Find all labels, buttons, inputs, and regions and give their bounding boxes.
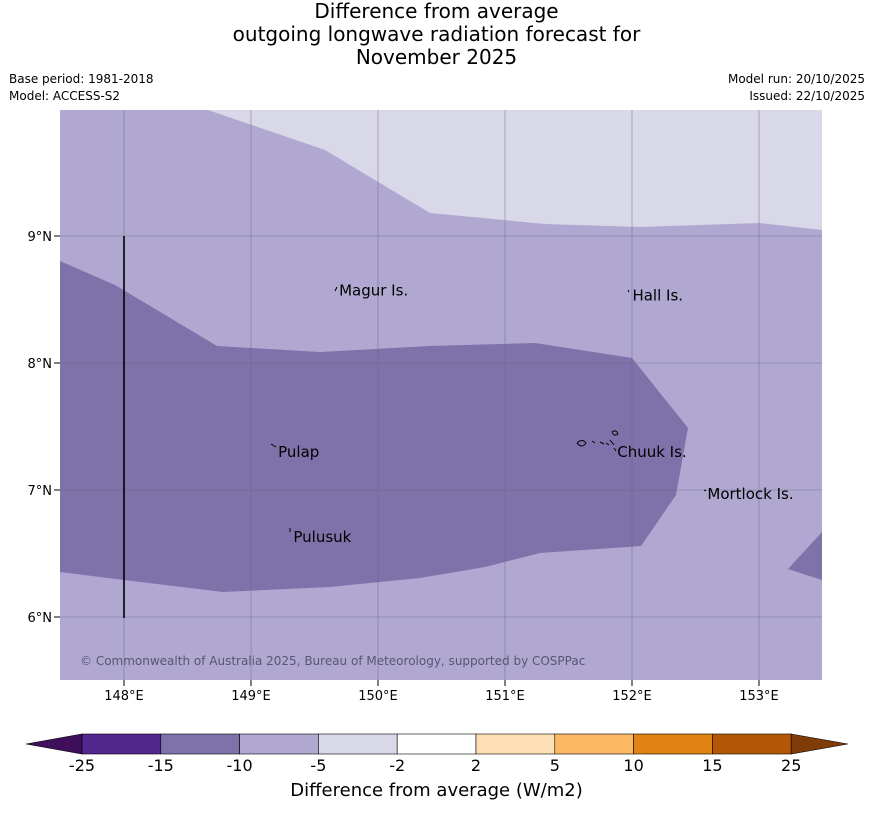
place-label-pulap: Pulap (278, 443, 319, 461)
colorbar-ticks: -25 -15 -10 -5 -2 2 5 10 15 25 (69, 756, 801, 775)
model-info: Base period: 1981-2018 Model: ACCESS-S2 (9, 71, 154, 105)
base-period: Base period: 1981-2018 (9, 72, 154, 86)
colorbar-tick-label: -25 (69, 756, 95, 775)
lon-tick-150e: 150°E (358, 689, 398, 704)
map-panel[interactable]: Magur Is. Hall Is. Pulap Chuuk Is. Mortlock … (60, 110, 822, 680)
graticule (60, 110, 822, 680)
colorbar-tick-label: -2 (389, 756, 405, 775)
title-line-2: outgoing longwave radiation forecast for (232, 22, 641, 46)
lon-tick-149e: 149°E (231, 689, 271, 704)
island-outlines (270, 286, 707, 532)
colorbar-segment (475, 733, 556, 755)
place-label-magur-is: Magur Is. (339, 282, 408, 300)
colorbar-segment (81, 733, 162, 755)
model-run: Model run: 20/10/2025 (727, 72, 865, 86)
colorbar (25, 733, 849, 755)
colorbar-extend-high (790, 733, 849, 755)
lat-tick-8n: 8°N (28, 357, 53, 372)
lat-tick-9n: 9°N (28, 230, 53, 245)
colorbar-segment (396, 733, 477, 755)
colorbar-tick-label: -15 (148, 756, 174, 775)
colorbar-segment (239, 733, 319, 755)
colorbar-segment (160, 733, 240, 755)
colorbar-segment (712, 733, 792, 755)
lon-tick-153e: 153°E (739, 689, 779, 704)
colorbar-segment (554, 733, 634, 755)
colorbar-label: Difference from average (W/m2) (290, 780, 583, 801)
colorbar-segment (318, 733, 398, 755)
copyright-note: © Commonwealth of Australia 2025, Bureau… (80, 654, 585, 668)
place-label-chuuk-is: Chuuk Is. (617, 443, 686, 461)
anomaly-band-minus15 (60, 261, 688, 592)
place-label-mortlock-is: Mortlock Is. (707, 485, 793, 503)
lat-axis: 9°N 8°N 7°N 6°N (28, 230, 60, 626)
colorbar-tick-label: 5 (550, 756, 560, 775)
place-label-pulusuk: Pulusuk (293, 528, 351, 546)
lon-axis: 148°E 149°E 150°E 151°E 152°E 153°E (104, 680, 779, 704)
lon-tick-151e: 151°E (485, 689, 525, 704)
lon-tick-148e: 148°E (104, 689, 144, 704)
colorbar-tick-label: -5 (310, 756, 326, 775)
colorbar-tick-label: -10 (227, 756, 253, 775)
colorbar-tick-label: 2 (471, 756, 481, 775)
anomaly-band-minus15-east (788, 532, 822, 580)
colorbar-tick-label: 25 (781, 756, 801, 775)
colorbar-extend-low (25, 733, 83, 755)
issued-date: Issued: 22/10/2025 (749, 89, 865, 103)
model-name: Model: ACCESS-S2 (9, 89, 121, 103)
place-labels: Magur Is. Hall Is. Pulap Chuuk Is. Mortlock … (278, 282, 793, 546)
title-line-3: November 2025 (355, 45, 518, 69)
anomaly-band-minus5 (208, 110, 822, 230)
colorbar-segment (633, 733, 713, 755)
colorbar-tick-label: 15 (702, 756, 722, 775)
lat-tick-7n: 7°N (28, 484, 53, 499)
place-label-hall-is: Hall Is. (632, 287, 683, 305)
colorbar-tick-label: 10 (623, 756, 643, 775)
lat-tick-6n: 6°N (28, 611, 53, 626)
map-title: Difference from average outgoing longwav… (0, 0, 873, 69)
run-info: Model run: 20/10/2025 Issued: 22/10/2025 (728, 71, 865, 105)
lon-tick-152e: 152°E (612, 689, 652, 704)
title-line-1: Difference from average (314, 0, 559, 23)
